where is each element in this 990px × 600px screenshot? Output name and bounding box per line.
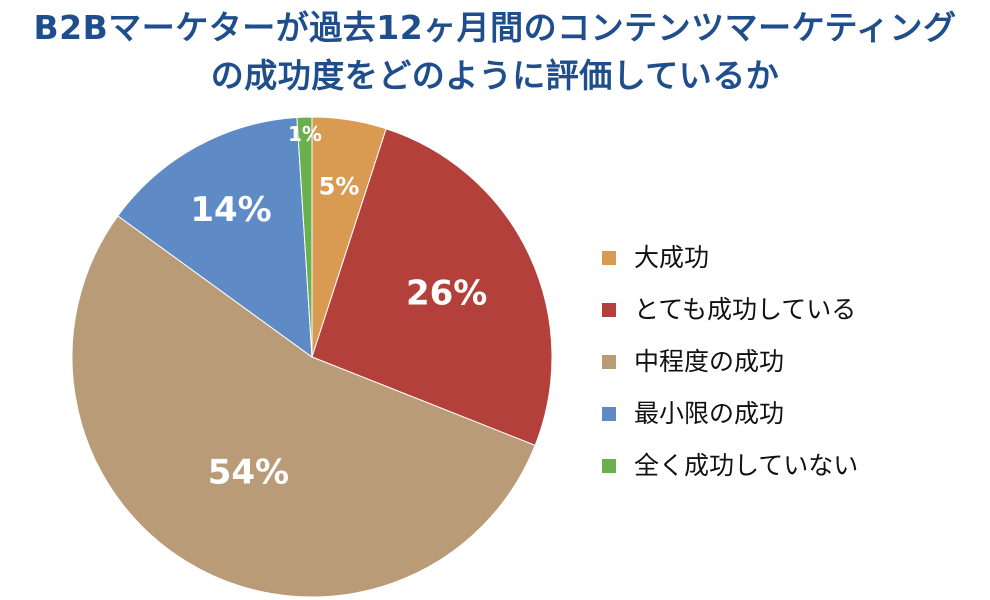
slice-label-totemo-seikou: 26% [406, 274, 487, 314]
legend-swatch [602, 251, 616, 265]
legend-swatch [602, 303, 616, 317]
legend-swatch [602, 355, 616, 369]
slice-label-mattaku: 1% [288, 122, 322, 146]
legend-label: とても成功している [634, 295, 857, 324]
pie-slice-chuteido [71, 215, 536, 598]
slice-label-chuteido: 54% [208, 453, 289, 493]
legend-item-chuteido: 中程度の成功 [598, 336, 978, 388]
legend-item-daiseikou: 大成功 [598, 232, 978, 284]
legend-item-saishougen: 最小限の成功 [598, 388, 978, 440]
legend-item-mattaku: 全く成功していない [598, 440, 978, 492]
legend-swatch [602, 407, 616, 421]
legend-swatch [602, 459, 616, 473]
legend-label: 中程度の成功 [634, 347, 785, 376]
pie-slice-mattaku [296, 116, 313, 358]
pie-slice-saishougen [117, 116, 313, 359]
legend-label: 大成功 [634, 243, 710, 272]
chart-legend: 大成功 とても成功している 中程度の成功 最小限の成功 全く成功していない [598, 232, 978, 492]
legend-label: 全く成功していない [634, 451, 859, 480]
legend-item-totemo-seikou: とても成功している [598, 284, 978, 336]
chart-title: B2Bマーケターが過去12ヶ月間のコンテンツマーケティング の成功度をどのように… [0, 4, 990, 100]
slice-label-saishougen: 14% [190, 190, 271, 230]
legend-label: 最小限の成功 [634, 399, 785, 428]
chart-title-line-1: B2Bマーケターが過去12ヶ月間のコンテンツマーケティング [33, 8, 957, 47]
chart-title-line-2: の成功度をどのように評価しているか [210, 56, 780, 95]
slice-label-daiseikou: 5% [319, 172, 360, 200]
pie-slice-totemo-seikou [311, 128, 553, 446]
